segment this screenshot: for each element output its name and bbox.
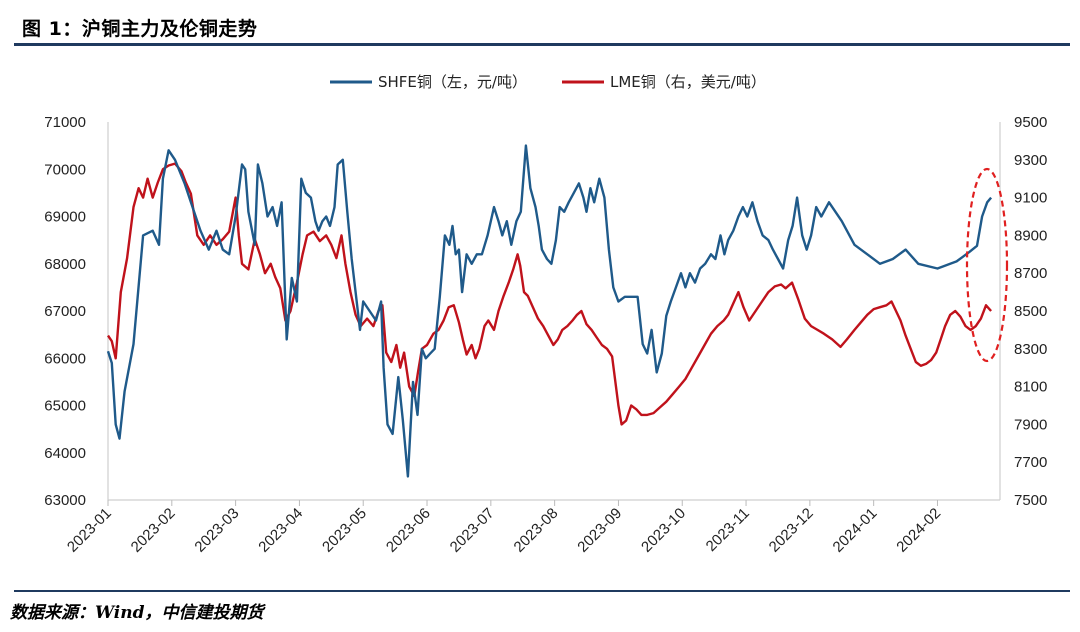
footer-rule <box>14 590 1070 592</box>
source-note: 数据来源：Wind，中信建投期货 <box>10 603 264 623</box>
y-right-tick-label: 9500 <box>1014 114 1047 131</box>
y-right-tick-label: 7500 <box>1014 492 1047 509</box>
x-tick-label: 2023-08 <box>511 505 562 556</box>
y-right-tick-label: 8300 <box>1014 341 1047 358</box>
x-tick-label: 2023-05 <box>319 505 370 556</box>
y-left-tick-label: 64000 <box>44 445 86 462</box>
x-tick-label: 2023-01 <box>64 505 115 556</box>
x-tick-label: 2023-07 <box>447 505 498 556</box>
x-tick-label: 2023-11 <box>703 505 753 555</box>
title-rule <box>14 43 1070 46</box>
y-left-tick-label: 63000 <box>44 492 86 509</box>
y-right-tick-label: 8100 <box>1014 379 1047 396</box>
x-axis-ticks: 2023-01 2023-02 2023-03 2023-04 2023-05 2023-… <box>64 500 944 556</box>
x-tick-label: 2023-09 <box>574 505 625 556</box>
y-left-tick-label: 68000 <box>44 256 86 273</box>
y-right-tick-label: 7700 <box>1014 454 1047 471</box>
figure-title: 图 1：沪铜主力及伦铜走势 <box>22 18 258 40</box>
y-left-tick-label: 69000 <box>44 209 86 226</box>
y-left-tick-label: 67000 <box>44 303 86 320</box>
x-tick-label: 2023-06 <box>383 505 434 556</box>
y-right-tick-label: 8500 <box>1014 303 1047 320</box>
x-tick-label: 2023-10 <box>638 505 689 556</box>
y-right-tick-label: 7900 <box>1014 416 1047 433</box>
copper-price-chart: SHFE铜（左，元/吨） LME铜（右，美元/吨） 63000 64000 6500… <box>44 73 1047 556</box>
x-tick-label: 2024-01 <box>830 505 881 556</box>
series-line-lme <box>107 162 992 426</box>
y-left-tick-label: 71000 <box>44 114 86 131</box>
y-right-tick-label: 9100 <box>1014 190 1047 207</box>
x-tick-label: 2023-02 <box>128 505 179 556</box>
y-left-tick-label: 70000 <box>44 161 86 178</box>
y-right-tick-label: 8900 <box>1014 227 1047 244</box>
highlight-ellipse <box>965 167 1009 363</box>
y-axis-right-ticks: 7500 7700 7900 8100 8300 8500 8700 8900 9100 9300… <box>1014 114 1047 509</box>
legend-label-lme: LME铜（右，美元/吨） <box>610 73 766 91</box>
x-tick-label: 2024-02 <box>893 505 944 556</box>
y-left-tick-label: 65000 <box>44 398 86 415</box>
legend: SHFE铜（左，元/吨） LME铜（右，美元/吨） <box>330 73 766 91</box>
y-left-tick-label: 66000 <box>44 350 86 367</box>
legend-label-shfe: SHFE铜（左，元/吨） <box>378 73 527 91</box>
x-tick-label: 2023-04 <box>255 505 306 556</box>
x-tick-label: 2023-03 <box>191 505 242 556</box>
series-line-shfe <box>106 144 993 478</box>
y-right-tick-label: 8700 <box>1014 265 1047 282</box>
x-tick-label: 2023-12 <box>766 505 817 556</box>
y-right-tick-label: 9300 <box>1014 152 1047 169</box>
y-axis-left-ticks: 63000 64000 65000 66000 67000 68000 69000 70000… <box>44 114 86 509</box>
